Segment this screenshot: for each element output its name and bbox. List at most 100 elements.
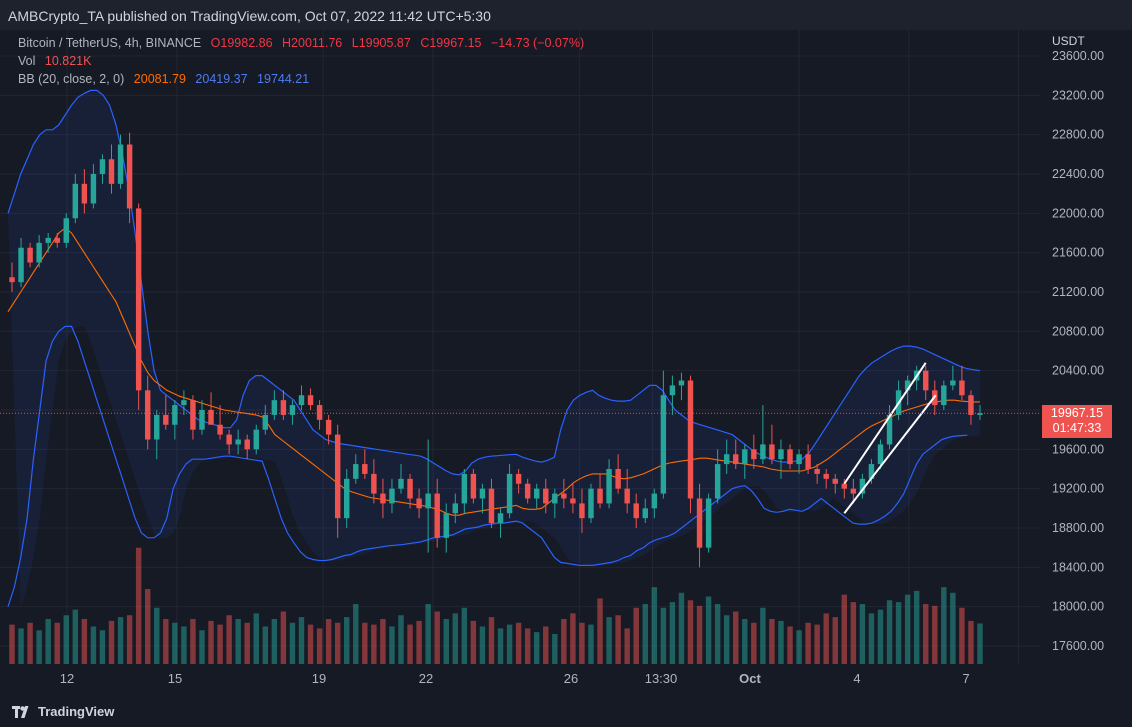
candle <box>588 483 594 524</box>
volume-bar <box>135 547 142 664</box>
candle <box>823 469 829 489</box>
volume-bar <box>244 622 250 664</box>
candlesticks <box>9 132 983 568</box>
price-tick-label: 21600.00 <box>1052 246 1104 260</box>
volume-bar <box>208 620 214 664</box>
volume-bar <box>515 622 522 664</box>
candle <box>859 473 866 499</box>
price-axis: 23600.00 23200.00 22800.00 22400.00 22000.00… <box>1040 30 1132 697</box>
volume-bar <box>642 604 648 664</box>
candle <box>389 478 395 514</box>
candle <box>923 365 929 401</box>
trendline-upper[interactable] <box>843 362 927 485</box>
tradingview-logo[interactable]: TradingView <box>12 704 114 719</box>
price-tick-label: 20800.00 <box>1052 324 1104 338</box>
candle <box>262 405 269 435</box>
volume-bar <box>932 605 938 664</box>
candle <box>552 488 558 519</box>
candle <box>959 365 965 401</box>
candle <box>814 464 820 484</box>
volume-bar <box>371 624 377 664</box>
last-price-value: 19967.15 <box>1050 406 1104 420</box>
candle <box>353 454 359 484</box>
volume-bar <box>488 617 495 664</box>
candle <box>570 483 576 514</box>
price-tick-label: 18400.00 <box>1052 560 1104 574</box>
candle <box>63 213 69 248</box>
candle <box>144 375 151 450</box>
candle <box>723 439 730 474</box>
price-tick-label: 23200.00 <box>1052 88 1104 102</box>
last-price-tag: 19967.15 01:47:33 <box>1042 405 1112 438</box>
volume-bar <box>389 626 395 664</box>
candle <box>561 478 567 509</box>
candle <box>515 469 522 494</box>
volume-bar <box>606 617 612 664</box>
candle <box>443 503 449 553</box>
candle <box>597 473 603 509</box>
candle <box>398 464 404 494</box>
bollinger-lower-band <box>7 325 968 607</box>
volume-bar <box>353 604 359 664</box>
candle <box>181 390 187 415</box>
volume-bar <box>597 598 603 664</box>
volume-bar <box>325 619 332 664</box>
candle <box>154 410 160 460</box>
volume-bar <box>850 602 857 664</box>
ohlc-low: L19905.87 <box>351 36 411 50</box>
candle <box>660 370 667 499</box>
volume-bar <box>217 624 223 664</box>
volume-bar <box>172 622 178 664</box>
volume-legend[interactable]: Vol 10.821K <box>18 54 97 68</box>
volume-bar <box>45 619 51 664</box>
price-tick-label: 22800.00 <box>1052 128 1104 142</box>
footer: TradingView <box>0 697 1132 727</box>
candle <box>796 449 802 474</box>
grid <box>0 30 1040 664</box>
price-tick-label: 17600.00 <box>1052 639 1104 653</box>
volume-bar <box>841 594 848 664</box>
candle <box>479 483 486 514</box>
bollinger-basis-value: 20081.79 <box>133 72 186 86</box>
volume-bar <box>253 613 259 664</box>
candle <box>877 439 884 469</box>
volume-bar <box>904 594 911 664</box>
time-tick-label: 26 <box>564 671 578 686</box>
volume-bar <box>72 609 79 664</box>
candle <box>18 237 24 288</box>
volume-bar <box>950 592 956 664</box>
volume-bar <box>832 617 838 664</box>
candle <box>760 405 766 465</box>
candle <box>714 449 721 504</box>
candle <box>99 154 106 184</box>
symbol-legend[interactable]: Bitcoin / TetherUS, 4h, BINANCE O19982.8… <box>18 36 590 50</box>
volume-value: 10.821K <box>44 54 92 68</box>
candle <box>163 395 169 430</box>
volume-label: Vol <box>18 54 36 68</box>
volume-bar <box>9 624 15 664</box>
volume-bar <box>633 607 639 664</box>
candle <box>787 444 793 469</box>
volume-bar <box>470 620 477 664</box>
volume-bar <box>307 624 314 664</box>
candle <box>533 483 540 509</box>
trendline-lower[interactable] <box>843 394 937 514</box>
volume-bar <box>199 630 205 664</box>
price-tick-label: 18800.00 <box>1052 521 1104 535</box>
bollinger-lower-value: 19744.21 <box>257 72 310 86</box>
price-tick-label: 23600.00 <box>1052 49 1104 63</box>
volume-bar <box>778 620 784 664</box>
volume-bar <box>443 619 449 664</box>
bollinger-legend[interactable]: BB (20, close, 2, 0) 20081.79 20419.37 1… <box>18 72 315 86</box>
bollinger-upper-value: 20419.37 <box>195 72 248 86</box>
candle <box>977 405 983 420</box>
candle <box>344 469 350 528</box>
volume-bar <box>506 624 513 664</box>
candle <box>72 174 79 224</box>
volume-bar <box>497 628 504 664</box>
candle <box>850 478 857 504</box>
volume-bar <box>941 587 947 664</box>
time-tick-label: 22 <box>419 671 433 686</box>
candle <box>226 429 232 455</box>
